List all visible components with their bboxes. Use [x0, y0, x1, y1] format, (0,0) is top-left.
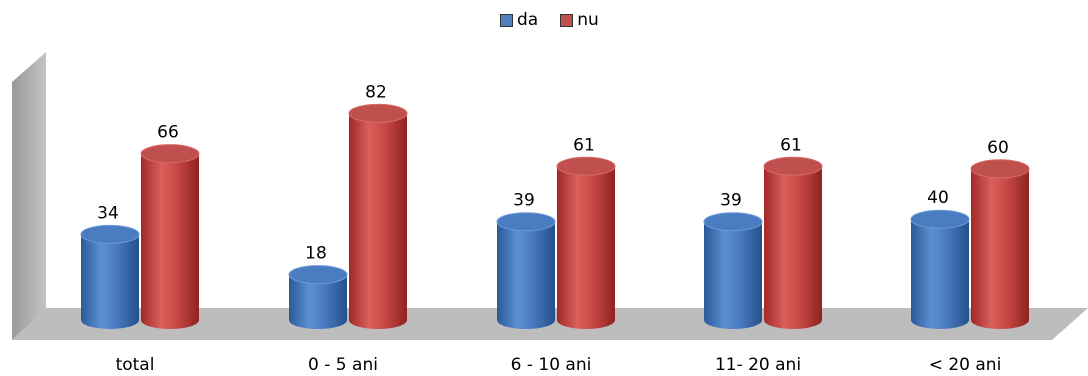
bar-nu-2	[556, 156, 616, 329]
bar-top	[140, 144, 200, 164]
bar-da-4	[910, 209, 970, 329]
bar-top	[910, 209, 970, 229]
data-labels-layer: 34 66 18 82 39 61 39 61 40 60	[97, 82, 1009, 263]
bar-nu-4	[970, 159, 1030, 329]
bar-top	[288, 265, 348, 285]
bar-top	[703, 212, 763, 232]
bar-top	[80, 224, 140, 244]
bar-nu-1	[348, 103, 408, 329]
legend-item-nu: nu	[560, 10, 599, 30]
bar-body	[289, 274, 347, 329]
bars-layer	[80, 103, 1030, 329]
data-label-da-3: 39	[720, 191, 742, 211]
data-label-da-2: 39	[513, 191, 535, 211]
bar-body	[557, 166, 615, 329]
legend-label-nu: nu	[577, 10, 599, 30]
bar-top	[763, 156, 823, 176]
bar-body	[911, 219, 969, 329]
bar-nu-0	[140, 144, 200, 329]
bar-body	[497, 221, 555, 329]
data-label-nu-2: 61	[573, 135, 595, 155]
data-label-da-0: 34	[97, 203, 119, 223]
bar-body	[971, 168, 1029, 329]
x-tick-label-2: 6 - 10 ani	[511, 355, 592, 375]
legend-label-da: da	[517, 10, 539, 30]
data-label-nu-1: 82	[365, 82, 387, 102]
x-tick-label-4: < 20 ani	[929, 355, 1002, 375]
data-label-da-4: 40	[927, 188, 949, 208]
bar-top	[970, 159, 1030, 179]
bar-body	[141, 153, 199, 329]
bar-body	[81, 234, 139, 329]
bar-da-0	[80, 224, 140, 329]
bar-da-2	[496, 212, 556, 329]
data-label-nu-0: 66	[157, 123, 179, 143]
legend-item-da: da	[500, 10, 538, 30]
bar-nu-3	[763, 156, 823, 329]
data-label-da-1: 18	[305, 244, 327, 264]
bar-top	[556, 156, 616, 176]
legend-swatch-da	[500, 13, 513, 27]
legend-swatch-nu	[560, 13, 574, 27]
bar-da-3	[703, 212, 763, 329]
bar-body	[349, 113, 407, 329]
bar-top	[496, 212, 556, 232]
x-tick-label-3: 11- 20 ani	[715, 355, 801, 375]
data-label-nu-4: 60	[987, 138, 1009, 158]
bar-body	[764, 166, 822, 329]
x-tick-label-1: 0 - 5 ani	[308, 355, 378, 375]
data-label-nu-3: 61	[780, 135, 802, 155]
bar-body	[704, 221, 762, 329]
x-axis-labels: total 0 - 5 ani 6 - 10 ani 11- 20 ani < 20 a…	[116, 355, 1002, 375]
x-tick-label-0: total	[116, 355, 155, 375]
bar-top	[348, 103, 408, 123]
legend: da nu	[500, 10, 621, 30]
chart-back-wall	[12, 52, 46, 340]
bar-da-1	[288, 265, 348, 329]
